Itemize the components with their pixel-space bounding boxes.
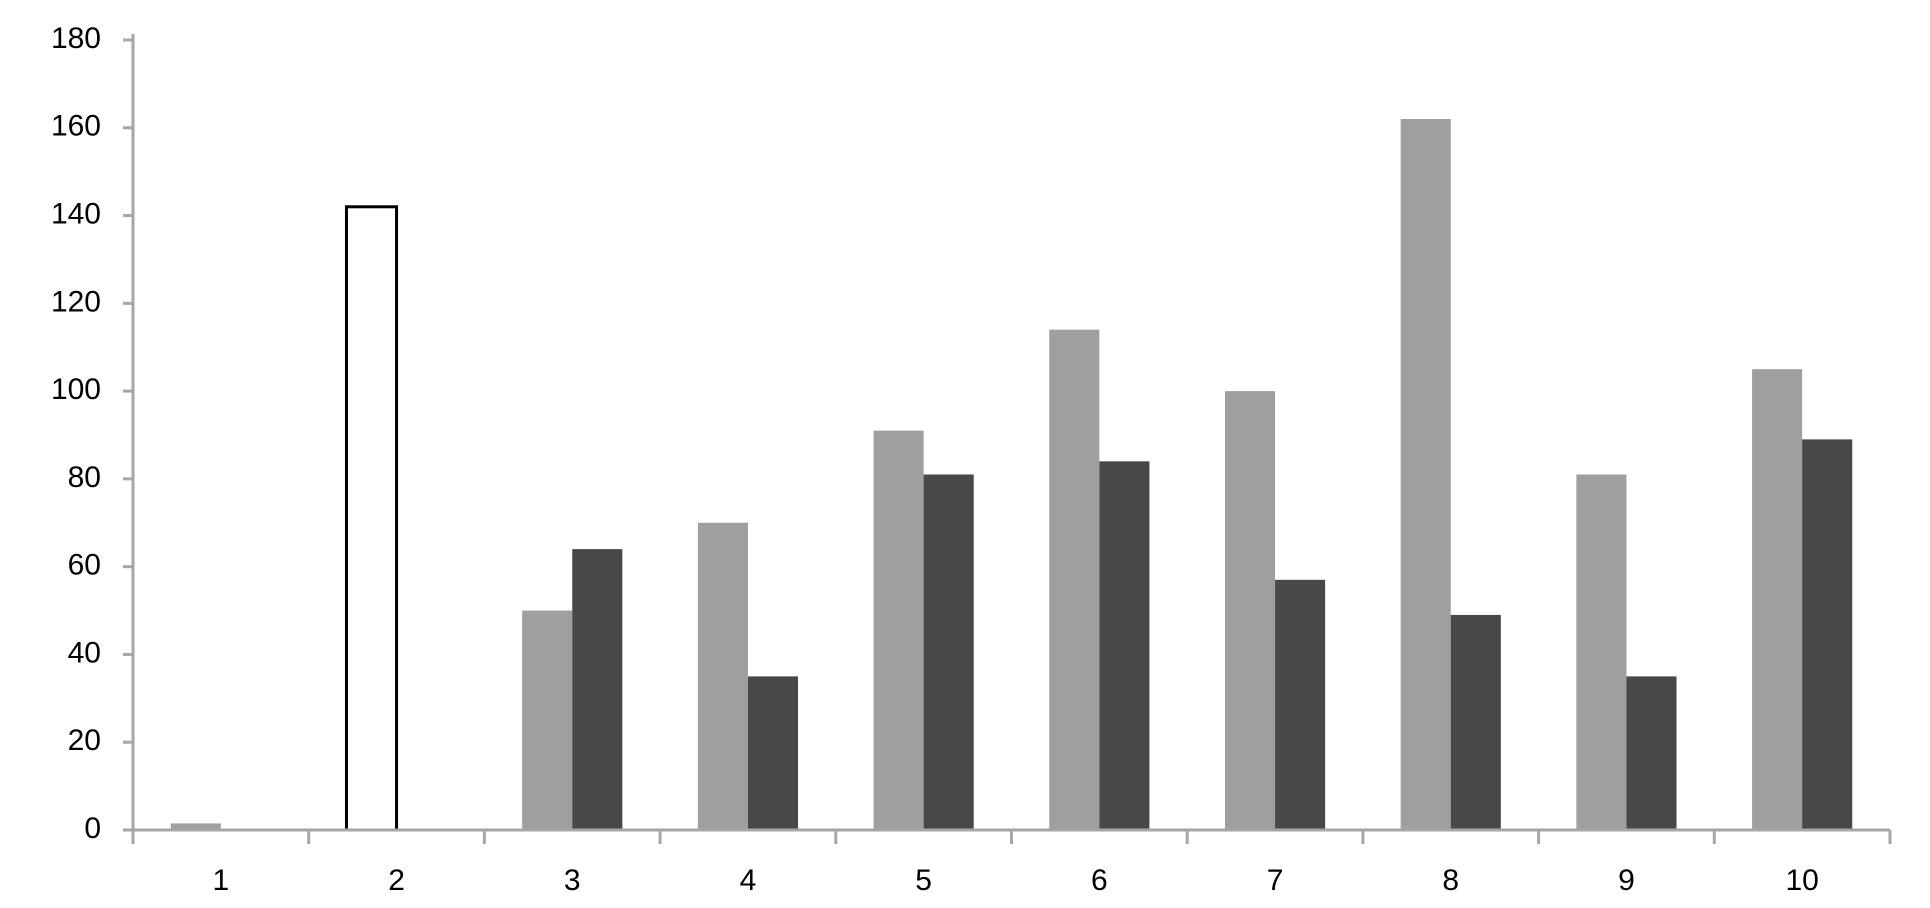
x-tick-label: 10 <box>1785 864 1818 897</box>
bar <box>1752 369 1803 830</box>
bar <box>1626 676 1677 830</box>
x-tick-label: 5 <box>915 864 932 897</box>
x-tick-label: 6 <box>1091 864 1108 897</box>
bar <box>1576 474 1627 830</box>
bar <box>873 430 924 830</box>
bar <box>1802 439 1853 830</box>
bar <box>1049 329 1100 830</box>
bar <box>697 522 748 830</box>
y-tick-label: 140 <box>51 197 101 230</box>
bar <box>747 676 799 830</box>
bar <box>170 823 221 830</box>
y-tick-label: 180 <box>51 22 101 55</box>
bar <box>572 549 623 830</box>
x-tick-label: 7 <box>1267 864 1284 897</box>
bar <box>522 610 573 830</box>
bar <box>923 474 974 830</box>
bar <box>1224 391 1276 830</box>
y-tick-label: 20 <box>68 724 101 757</box>
bar <box>1099 461 1150 830</box>
bar <box>1400 119 1451 830</box>
y-tick-label: 40 <box>68 636 101 669</box>
y-tick-label: 0 <box>84 812 101 845</box>
x-tick-label: 9 <box>1618 864 1635 897</box>
y-tick-label: 80 <box>68 461 101 494</box>
y-tick-label: 160 <box>51 110 101 143</box>
x-tick-label: 8 <box>1442 864 1459 897</box>
x-tick-label: 3 <box>564 864 581 897</box>
x-tick-label: 1 <box>213 864 230 897</box>
y-tick-label: 60 <box>68 549 101 582</box>
bar <box>1450 614 1501 830</box>
x-tick-label: 2 <box>388 864 405 897</box>
x-tick-label: 4 <box>740 864 757 897</box>
y-tick-label: 100 <box>51 373 101 406</box>
bar <box>344 205 399 832</box>
y-tick-label: 120 <box>51 285 101 318</box>
bar <box>1275 579 1326 830</box>
